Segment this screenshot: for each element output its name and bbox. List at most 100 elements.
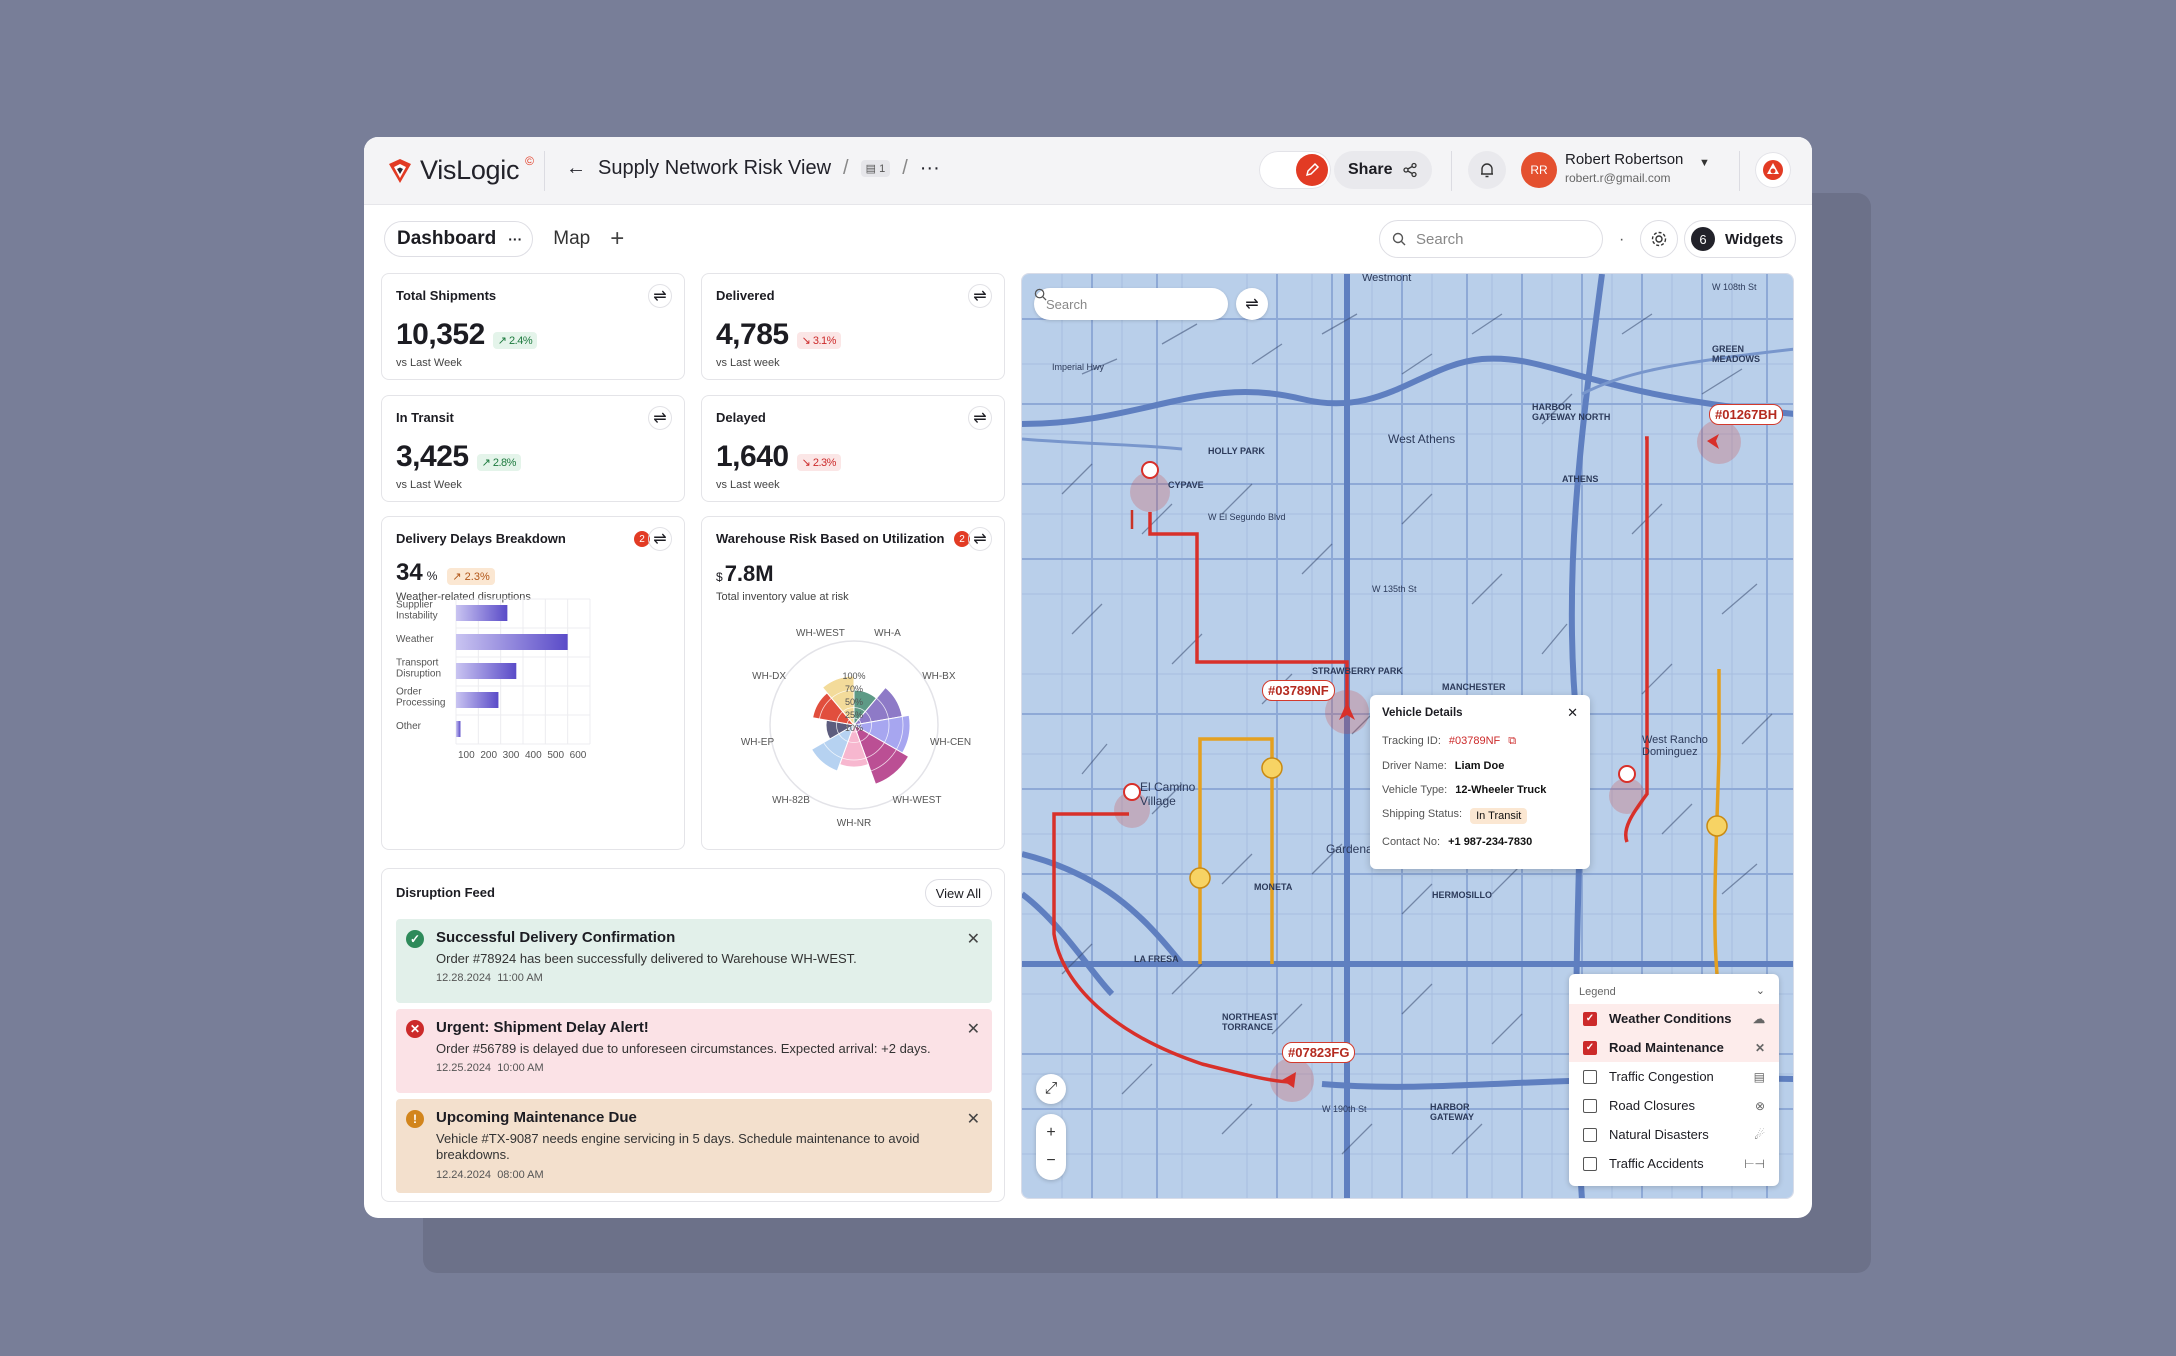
more-icon[interactable]: ··· <box>508 231 523 247</box>
polar-category-label: WH-BX <box>922 671 956 682</box>
alert-body: Order #78924 has been successfully deliv… <box>436 951 857 966</box>
view-all-button[interactable]: View All <box>924 879 992 907</box>
legend-label: Weather Conditions <box>1609 1011 1732 1026</box>
close-icon[interactable]: ✕ <box>966 1111 980 1128</box>
edit-toggle[interactable] <box>1259 151 1331 189</box>
map-label-moneta: MONETA <box>1254 882 1293 892</box>
fullscreen-icon[interactable]: ⤢ <box>1036 1074 1066 1104</box>
map-label-harbor-gateway-north: HARBOR GATEWAY NORTH <box>1532 402 1611 422</box>
polar-category-label: WH-DX <box>752 671 786 682</box>
kpi-change: 2.8% <box>492 457 517 469</box>
filter-icon[interactable]: ⇌ <box>968 284 992 308</box>
polar-grid-ring <box>783 654 925 796</box>
legend-item-road-maintenance[interactable]: ✓ Road Maintenance ✕ <box>1569 1033 1779 1062</box>
kpi-change: 3.1% <box>812 335 837 347</box>
alert-datetime: 12.28.2024 11:00 AM <box>436 972 980 984</box>
user-info[interactable]: Robert Robertson robert.r@gmail.com <box>1565 151 1683 185</box>
alert-warning[interactable]: ! Upcoming Maintenance Due Vehicle #TX-9… <box>396 1099 992 1193</box>
brand-name: VisLogic <box>420 155 520 185</box>
zoom-in-button[interactable]: + <box>1046 1124 1056 1141</box>
map-view[interactable]: Westmont W 108th St GREEN MEADOWS Imperi… <box>1021 273 1794 1199</box>
add-tab-icon[interactable]: + <box>610 225 625 252</box>
back-arrow-icon[interactable]: ← <box>566 157 586 179</box>
filter-icon[interactable]: ⇌ <box>968 406 992 430</box>
alert-success[interactable]: ✓ Successful Delivery Confirmation Order… <box>396 919 992 1003</box>
close-icon[interactable]: ✕ <box>966 1021 980 1038</box>
app-logo-icon[interactable] <box>1755 152 1791 188</box>
filter-icon[interactable]: ⇌ <box>648 284 672 308</box>
copy-icon[interactable]: ⧉ <box>1508 735 1517 747</box>
map-label-street: W 108th St <box>1712 282 1757 292</box>
tab-map[interactable]: Map <box>553 228 591 249</box>
checkbox[interactable] <box>1583 1069 1597 1084</box>
close-icon[interactable]: ✕ <box>966 931 980 948</box>
accident-icon: ⊢⊣ <box>1744 1156 1765 1171</box>
weather-icon: ☁ <box>1753 1011 1765 1026</box>
filter-icon[interactable]: ⇌ <box>968 527 992 551</box>
polar-grid-ring <box>804 675 904 775</box>
alert-title: Upcoming Maintenance Due <box>436 1109 637 1126</box>
chevron-down-icon[interactable]: ▼ <box>1699 157 1710 169</box>
search-input[interactable]: Search <box>1379 220 1603 258</box>
brand-logo[interactable]: VisLogic © <box>386 154 534 186</box>
tab-dashboard[interactable]: Dashboard ··· <box>384 221 534 257</box>
share-button[interactable]: Share <box>1334 151 1433 189</box>
map-search-input[interactable]: Search <box>1034 288 1228 320</box>
change-badge: ↘ 2.3% <box>796 454 841 471</box>
alert-body: Vehicle #TX-9087 needs engine servicing … <box>436 1131 920 1163</box>
legend-item-traffic-congestion[interactable]: Traffic Congestion ▤ <box>1569 1062 1779 1091</box>
map-label-la-fresa: LA FRESA <box>1134 954 1179 964</box>
zoom-out-button[interactable]: − <box>1046 1152 1056 1169</box>
change-badge: ↘ 3.1% <box>796 332 841 349</box>
settings-gear-icon[interactable] <box>1640 220 1678 258</box>
more-icon[interactable]: ··· <box>919 157 940 179</box>
alert-title: Successful Delivery Confirmation <box>436 929 676 946</box>
filter-icon[interactable]: ⇌ <box>648 527 672 551</box>
page-tag[interactable]: ▤ 1 <box>860 160 891 177</box>
delays-value: 34 <box>396 559 423 586</box>
delays-change: 2.3% <box>464 571 490 583</box>
legend-item-weather[interactable]: ✓ Weather Conditions ☁ <box>1569 1004 1779 1033</box>
legend-item-natural-disasters[interactable]: Natural Disasters ☄ <box>1569 1120 1779 1149</box>
checkbox-checked[interactable]: ✓ <box>1583 1040 1597 1055</box>
map-filter-icon[interactable]: ⇌ <box>1236 288 1268 320</box>
popup-title: Vehicle Details <box>1382 707 1463 719</box>
avatar[interactable]: RR <box>1521 152 1557 188</box>
checkbox[interactable] <box>1583 1098 1597 1113</box>
card-title: Delivery Delays Breakdown <box>396 531 566 546</box>
vehicle-tag[interactable]: #07823FG <box>1282 1042 1356 1063</box>
filter-icon[interactable]: ⇌ <box>648 406 672 430</box>
close-icon[interactable]: ✕ <box>1567 705 1578 720</box>
map-label-street: W El Segundo Blvd <box>1208 512 1286 522</box>
checkbox[interactable] <box>1583 1156 1597 1171</box>
zoom-controls: + − <box>1036 1114 1066 1180</box>
car-icon: ▤ <box>1753 1069 1765 1084</box>
checkbox-checked[interactable]: ✓ <box>1583 1011 1597 1026</box>
vehicle-tag[interactable]: #01267BH <box>1709 404 1784 425</box>
vislogic-logo-icon <box>389 158 411 183</box>
notifications-bell-icon[interactable] <box>1468 151 1506 189</box>
bar-category-label: Instability <box>396 611 438 622</box>
kpi-value: 1,640 <box>716 440 789 473</box>
divider <box>544 151 545 191</box>
kpi-sub: vs Last Week <box>396 357 462 369</box>
tracking-label: Tracking ID: <box>1382 735 1441 747</box>
tracking-id: #03789NF <box>1448 735 1501 747</box>
x-tick-label: 600 <box>570 750 587 761</box>
vehicle-tag[interactable]: #03789NF <box>1262 680 1335 701</box>
polar-ring-label: 100% <box>842 671 865 681</box>
legend-item-road-closures[interactable]: Road Closures ⊗ <box>1569 1091 1779 1120</box>
change-badge: ↗ 2.3% <box>447 568 495 585</box>
x-tick-label: 100 <box>458 750 475 761</box>
checkbox[interactable] <box>1583 1127 1597 1142</box>
bar-category-label: Order <box>396 687 422 698</box>
legend-item-traffic-accidents[interactable]: Traffic Accidents ⊢⊣ <box>1569 1149 1779 1178</box>
widgets-button[interactable]: 6 Widgets <box>1684 220 1797 258</box>
x-tick-label: 500 <box>547 750 564 761</box>
user-name: Robert Robertson <box>1565 151 1684 168</box>
pencil-icon <box>1296 154 1328 186</box>
alert-error[interactable]: ✕ Urgent: Shipment Delay Alert! Order #5… <box>396 1009 992 1093</box>
vehicle-details-popup: Vehicle Details ✕ Tracking ID: #03789NF ⧉ … <box>1370 695 1590 869</box>
chevron-down-icon[interactable]: ⌄ <box>1755 985 1765 997</box>
search-icon <box>1034 288 1047 301</box>
